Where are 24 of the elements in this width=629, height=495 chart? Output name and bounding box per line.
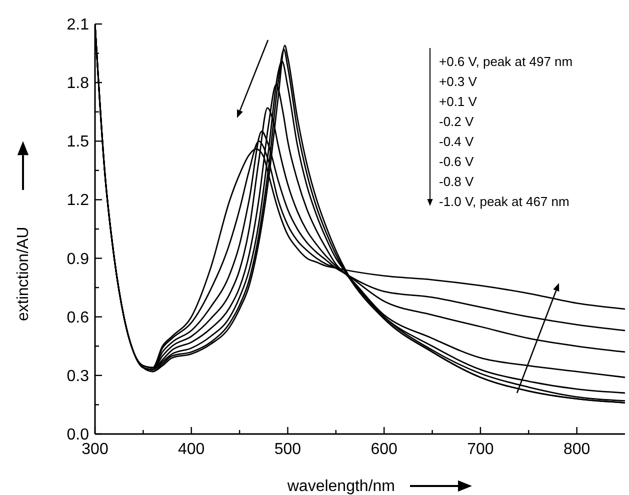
annotation: -0.8 V: [439, 174, 474, 189]
annotation: +0.3 V: [439, 74, 478, 89]
annotation: -0.2 V: [439, 114, 474, 129]
x-tick-label: 300: [82, 441, 108, 458]
annotation: -0.6 V: [439, 154, 474, 169]
y-tick-label: 0.9: [66, 250, 90, 268]
y-tick-label: 1.5: [66, 134, 90, 151]
annotation: -1.0 V, peak at 467 nm: [439, 194, 570, 209]
x-axis-title: wavelength/nm: [286, 478, 395, 495]
x-tick-label: 500: [274, 441, 302, 458]
y-tick-label: 0.3: [66, 368, 90, 385]
y-tick-label: 2.1: [66, 16, 90, 34]
y-tick-label: 0.0: [66, 426, 90, 444]
x-tick-label: 600: [370, 441, 398, 458]
annotation: -0.4 V: [439, 134, 474, 149]
x-tick-label: 800: [563, 441, 590, 458]
y-tick-label: 1.2: [66, 192, 90, 210]
y-tick-label: 1.8: [66, 75, 90, 92]
x-tick-label: 400: [178, 441, 205, 458]
y-tick-label: 0.6: [66, 309, 90, 326]
x-tick-label: 700: [467, 441, 494, 458]
annotation: +0.1 V: [439, 94, 478, 109]
annotation: +0.6 V, peak at 497 nm: [439, 54, 573, 69]
y-axis-title: extinction/AU: [15, 226, 32, 322]
